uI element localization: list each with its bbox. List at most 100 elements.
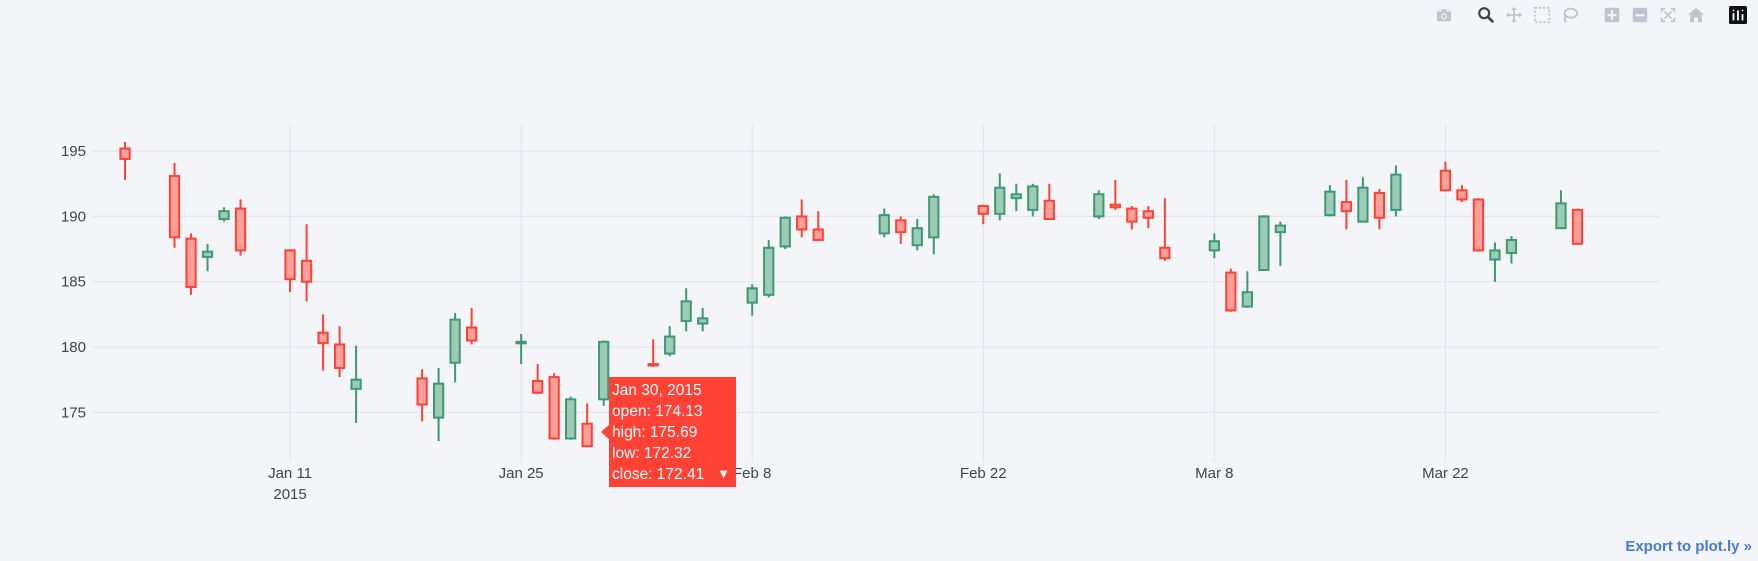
candle[interactable] <box>1241 271 1253 308</box>
candle-body <box>532 380 544 394</box>
candle[interactable] <box>581 403 593 448</box>
candle[interactable] <box>977 204 989 225</box>
candle[interactable] <box>697 307 709 332</box>
candle[interactable] <box>350 345 362 423</box>
candle-body <box>664 335 676 355</box>
candle[interactable] <box>1472 198 1485 252</box>
y-tick-label: 175 <box>61 404 86 421</box>
candle[interactable] <box>1142 205 1154 229</box>
zoom-out-icon[interactable] <box>1630 5 1650 25</box>
candle[interactable] <box>416 369 428 422</box>
candle[interactable] <box>449 313 461 383</box>
candle[interactable] <box>1093 190 1105 220</box>
candle[interactable] <box>119 141 131 180</box>
candle-body <box>168 174 181 239</box>
candle[interactable] <box>317 314 329 371</box>
candle[interactable] <box>532 364 544 395</box>
candle[interactable] <box>565 396 577 440</box>
candle[interactable] <box>185 233 197 295</box>
candle[interactable] <box>1439 161 1452 192</box>
candle[interactable] <box>598 340 610 406</box>
zoom-in-icon[interactable] <box>1602 5 1622 25</box>
candle-body <box>680 300 692 322</box>
candle[interactable] <box>1373 189 1386 230</box>
candle[interactable] <box>201 243 214 272</box>
candle[interactable] <box>1208 233 1220 259</box>
candle-body <box>565 398 577 440</box>
candle[interactable] <box>234 199 247 256</box>
candle[interactable] <box>1109 179 1121 210</box>
candle[interactable] <box>680 288 692 332</box>
candles[interactable] <box>119 141 1584 448</box>
candle[interactable] <box>1126 205 1138 230</box>
candle-body <box>548 376 560 440</box>
camera-icon[interactable] <box>1434 5 1454 25</box>
candle[interactable] <box>1390 165 1402 217</box>
candle[interactable] <box>994 173 1006 221</box>
candle[interactable] <box>895 216 907 244</box>
pan-icon[interactable] <box>1504 5 1524 25</box>
candle-body <box>1439 169 1452 192</box>
autoscale-icon[interactable] <box>1658 5 1678 25</box>
export-link[interactable]: Export to plot.ly » <box>1625 538 1752 555</box>
candle[interactable] <box>796 199 808 238</box>
candle-body <box>796 215 808 231</box>
candle[interactable] <box>515 333 527 365</box>
reset-axes-icon[interactable] <box>1686 5 1706 25</box>
candle[interactable] <box>1555 190 1567 230</box>
x-tick-label: Jan 11 <box>268 465 312 482</box>
candle[interactable] <box>1159 198 1171 261</box>
candle-body <box>333 343 346 369</box>
zoom-icon[interactable] <box>1476 5 1496 25</box>
candle[interactable] <box>300 224 313 302</box>
candle[interactable] <box>812 211 824 241</box>
candle-body <box>1489 249 1501 261</box>
candle[interactable] <box>1571 208 1584 245</box>
candle[interactable] <box>1340 179 1353 230</box>
plotly-logo-icon[interactable] <box>1728 5 1748 25</box>
candle[interactable] <box>647 339 659 367</box>
candle[interactable] <box>1489 242 1501 282</box>
x-tick-label: Mar 8 <box>1195 465 1233 482</box>
candle[interactable] <box>664 326 676 357</box>
candle[interactable] <box>1043 183 1055 221</box>
candle[interactable] <box>779 216 791 250</box>
candle[interactable] <box>465 307 478 345</box>
candle[interactable] <box>746 284 758 316</box>
candle[interactable] <box>1027 183 1039 217</box>
candle-body <box>878 214 890 235</box>
modebar <box>1430 4 1752 26</box>
candle[interactable] <box>763 239 775 298</box>
candle[interactable] <box>432 367 445 442</box>
candle[interactable] <box>1225 268 1237 312</box>
candle[interactable] <box>1010 183 1022 212</box>
candle[interactable] <box>333 326 346 378</box>
candle[interactable] <box>911 219 923 251</box>
candle[interactable] <box>1505 236 1518 264</box>
candle[interactable] <box>928 194 940 255</box>
candle[interactable] <box>1324 185 1336 217</box>
candle-body <box>1357 186 1369 223</box>
candle-body <box>465 326 478 342</box>
x-tick-label: Mar 22 <box>1422 465 1469 482</box>
lasso-select-icon[interactable] <box>1560 5 1580 25</box>
hover-date: Jan 30, 2015 <box>612 382 702 399</box>
candle[interactable] <box>1456 185 1468 203</box>
candle[interactable] <box>1258 215 1270 271</box>
candle[interactable] <box>218 207 230 222</box>
y-tick-label: 190 <box>61 208 86 225</box>
box-select-icon[interactable] <box>1532 5 1552 25</box>
candle[interactable] <box>548 373 560 440</box>
candle[interactable] <box>878 208 890 238</box>
x-tick-label: Feb 22 <box>960 465 1007 482</box>
candle[interactable] <box>1274 221 1287 267</box>
hover-close: close: 172.41 <box>612 466 705 483</box>
candle-body <box>1208 240 1220 252</box>
candle[interactable] <box>284 249 296 293</box>
candle[interactable] <box>1357 177 1369 223</box>
candle[interactable] <box>168 162 181 248</box>
candle-body <box>218 210 230 221</box>
hover-tooltip: Jan 30, 2015 open: 174.13 high: 175.69 l… <box>609 377 736 487</box>
